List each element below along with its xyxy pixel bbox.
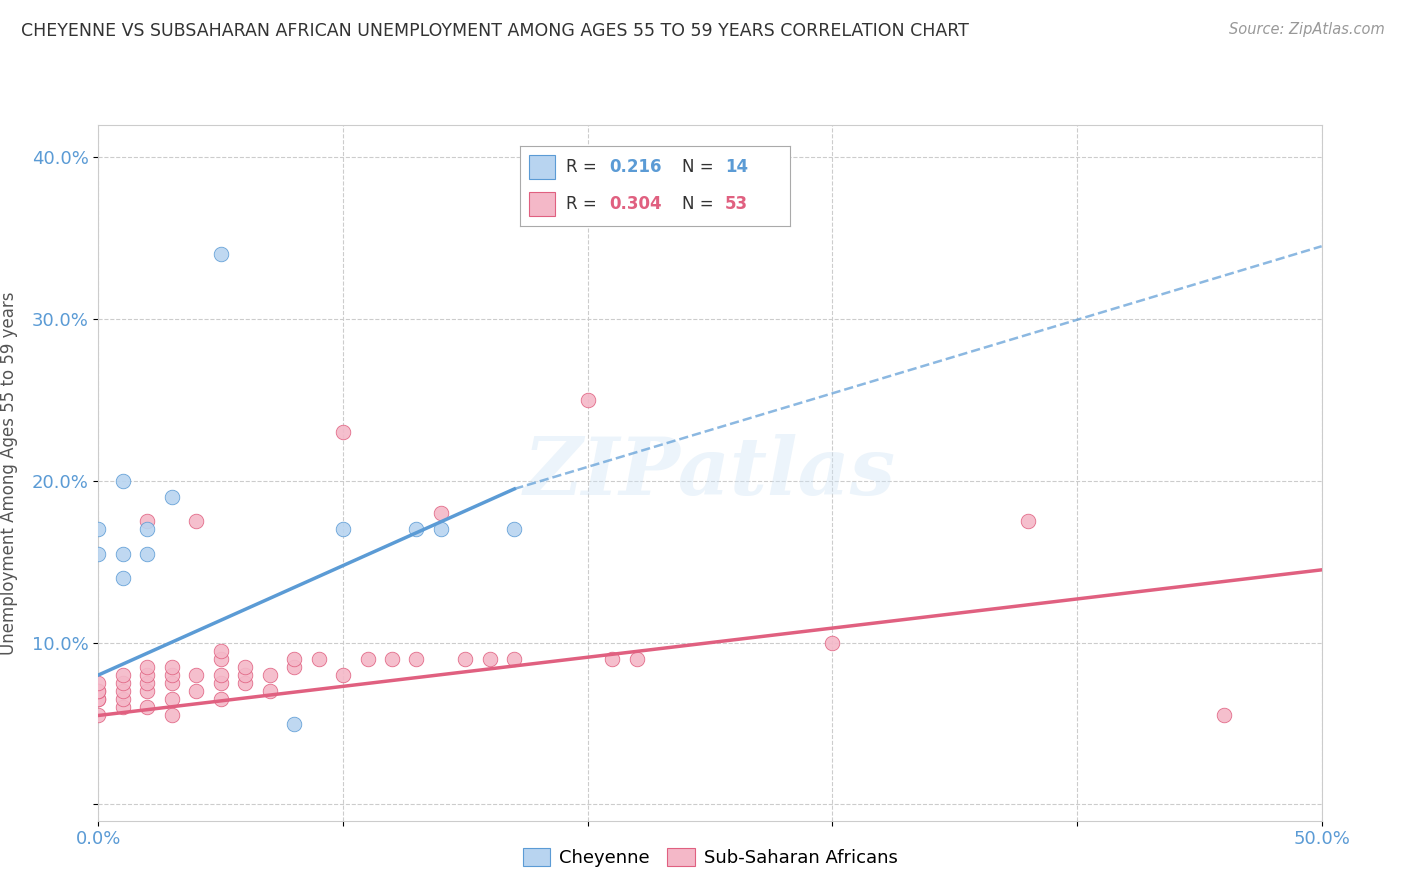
Text: ZIPatlas: ZIPatlas: [524, 434, 896, 511]
Point: [503, 652, 526, 666]
Point: [209, 644, 232, 658]
Point: [430, 522, 453, 536]
Point: [136, 668, 159, 682]
Point: [332, 668, 354, 682]
Point: [1017, 514, 1039, 528]
Point: [233, 668, 256, 682]
Point: [160, 660, 183, 674]
Point: [454, 652, 477, 666]
Point: [1212, 708, 1234, 723]
Point: [283, 660, 305, 674]
Point: [600, 652, 623, 666]
Point: [283, 652, 305, 666]
Point: [136, 684, 159, 698]
Point: [209, 692, 232, 706]
Point: [160, 668, 183, 682]
Point: [136, 700, 159, 714]
Point: [503, 522, 526, 536]
Point: [186, 684, 208, 698]
Point: [111, 692, 134, 706]
FancyBboxPatch shape: [529, 155, 555, 179]
Text: Source: ZipAtlas.com: Source: ZipAtlas.com: [1229, 22, 1385, 37]
Point: [186, 514, 208, 528]
Point: [87, 684, 110, 698]
Point: [87, 692, 110, 706]
Point: [209, 668, 232, 682]
Point: [209, 247, 232, 261]
Legend: Cheyenne, Sub-Saharan Africans: Cheyenne, Sub-Saharan Africans: [516, 840, 904, 874]
Point: [186, 668, 208, 682]
Point: [111, 474, 134, 488]
Text: N =: N =: [682, 159, 718, 177]
Point: [111, 547, 134, 561]
Point: [626, 652, 648, 666]
Point: [87, 547, 110, 561]
Point: [259, 684, 281, 698]
Point: [111, 684, 134, 698]
Point: [160, 708, 183, 723]
Point: [821, 635, 844, 649]
Point: [111, 700, 134, 714]
Point: [405, 652, 427, 666]
Point: [136, 547, 159, 561]
Point: [259, 668, 281, 682]
Point: [136, 514, 159, 528]
Point: [87, 522, 110, 536]
Point: [136, 522, 159, 536]
Point: [87, 708, 110, 723]
Point: [87, 692, 110, 706]
Point: [209, 676, 232, 690]
Point: [136, 660, 159, 674]
Point: [87, 676, 110, 690]
Point: [111, 676, 134, 690]
Text: N =: N =: [682, 195, 718, 213]
Text: CHEYENNE VS SUBSAHARAN AFRICAN UNEMPLOYMENT AMONG AGES 55 TO 59 YEARS CORRELATIO: CHEYENNE VS SUBSAHARAN AFRICAN UNEMPLOYM…: [21, 22, 969, 40]
Point: [233, 676, 256, 690]
Point: [332, 425, 354, 440]
Text: 0.216: 0.216: [609, 159, 662, 177]
Point: [576, 392, 599, 407]
Text: R =: R =: [567, 159, 602, 177]
Text: 0.304: 0.304: [609, 195, 662, 213]
Point: [111, 571, 134, 585]
Point: [356, 652, 378, 666]
Point: [405, 522, 427, 536]
Point: [332, 522, 354, 536]
Text: R =: R =: [567, 195, 602, 213]
Point: [233, 660, 256, 674]
Point: [308, 652, 330, 666]
Point: [430, 506, 453, 520]
Point: [160, 676, 183, 690]
Point: [478, 652, 501, 666]
Point: [136, 676, 159, 690]
Point: [283, 716, 305, 731]
Point: [111, 668, 134, 682]
FancyBboxPatch shape: [529, 192, 555, 216]
Point: [209, 652, 232, 666]
Point: [160, 490, 183, 504]
Y-axis label: Unemployment Among Ages 55 to 59 years: Unemployment Among Ages 55 to 59 years: [0, 291, 18, 655]
Point: [160, 692, 183, 706]
Text: 14: 14: [725, 159, 748, 177]
Point: [87, 684, 110, 698]
Point: [381, 652, 404, 666]
Text: 53: 53: [725, 195, 748, 213]
